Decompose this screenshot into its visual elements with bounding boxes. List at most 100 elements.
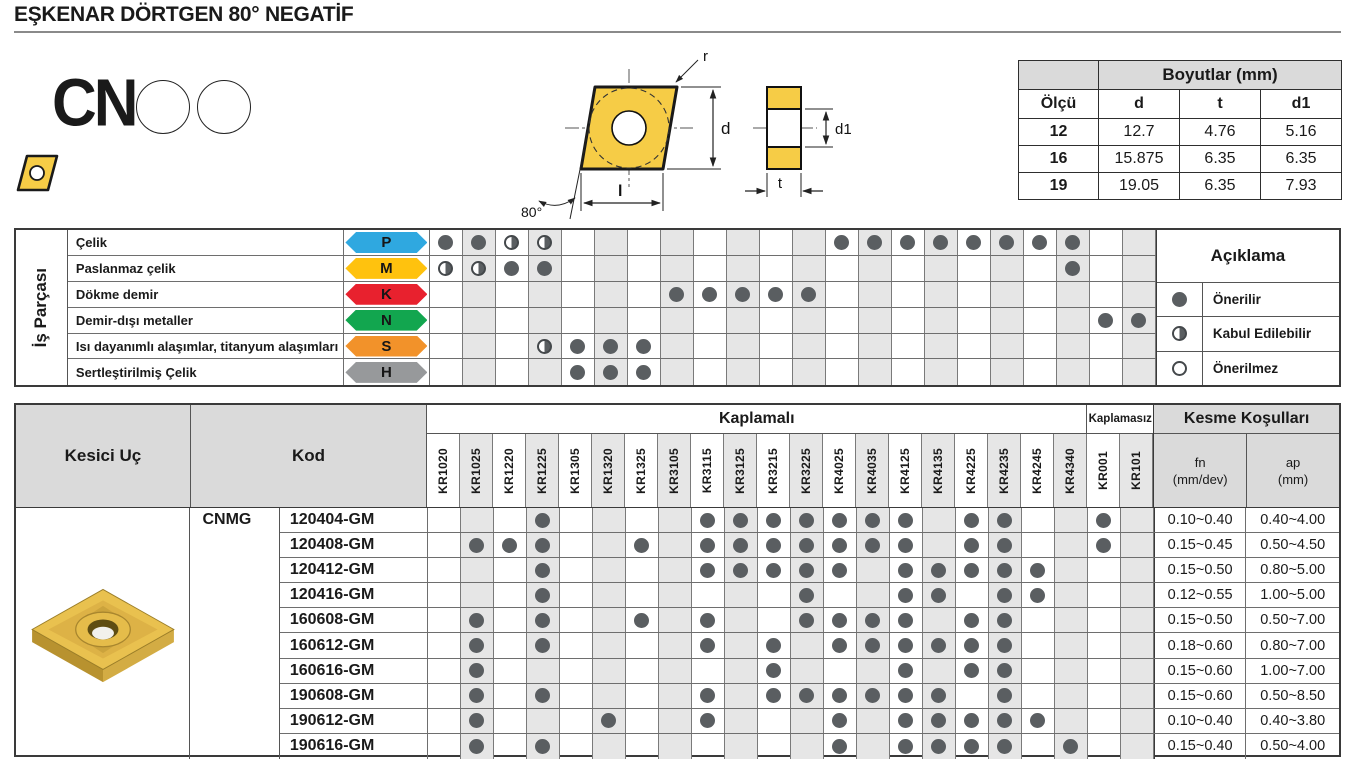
available-dot <box>997 537 1013 553</box>
grade-availability-cell <box>626 533 659 558</box>
insert-code-cell: 120404-GM <box>280 508 428 533</box>
recommended-dot <box>504 260 520 276</box>
grade-availability-cell <box>1120 608 1154 633</box>
material-suitability-table: İş Parçası Çelik P Paslanmaz çelik M Dökme d… <box>14 228 1341 387</box>
grade-availability-cell <box>658 533 692 558</box>
recommended-dot <box>702 286 718 302</box>
suitability-cell <box>694 281 727 307</box>
suitability-cell <box>462 333 496 359</box>
dimension-col-header: Ölçü <box>1018 89 1099 119</box>
dimension-value-cell: 6.35 <box>1259 145 1343 173</box>
grade-availability-cell <box>560 708 593 733</box>
grade-availability-cell <box>692 608 725 633</box>
available-dot <box>1063 738 1079 754</box>
grade-availability-cell <box>626 633 659 658</box>
suitability-cell <box>826 359 859 386</box>
grade-availability-cell <box>956 533 989 558</box>
recommended-dot <box>636 364 652 380</box>
suitability-cell <box>496 255 529 281</box>
product-row: 120404-GM 0.10~0.40 0.40~4.00 <box>279 508 1339 534</box>
size-cell: 19 <box>1018 172 1099 200</box>
available-dot <box>997 663 1013 679</box>
grade-availability-cell <box>526 683 560 708</box>
material-label: Sertleştirilmiş Çelik <box>68 359 344 386</box>
grade-column-header: KR3215 <box>757 434 791 507</box>
suitability-cell <box>958 359 991 386</box>
recommended-dot <box>1032 234 1048 250</box>
grade-label: KR001 <box>1096 451 1111 490</box>
grade-availability-cell <box>1022 708 1055 733</box>
grade-label: KR3115 <box>700 447 715 494</box>
available-dot <box>535 537 551 553</box>
suitability-cell <box>496 359 529 386</box>
grade-availability-cell <box>856 633 890 658</box>
recommended-dot <box>834 234 850 250</box>
shape-symbol-circle-1 <box>136 80 190 134</box>
insert-technical-drawing: r d l 80° d1 t <box>521 48 852 220</box>
available-dot <box>1030 587 1046 603</box>
grade-availability-cell <box>988 508 1022 533</box>
depth-column-header: ap (mm) <box>1247 434 1339 507</box>
grade-availability-cell <box>1120 658 1154 683</box>
available-dot <box>799 688 815 704</box>
grade-availability-cell <box>428 583 461 608</box>
feed-range-cell: 0.15~0.50 <box>1153 558 1247 583</box>
grade-availability-cell <box>1022 733 1055 759</box>
available-dot <box>766 688 782 704</box>
dimension-value-cell: 6.35 <box>1179 172 1261 200</box>
grade-availability-cell <box>692 533 725 558</box>
grade-availability-cell <box>790 508 824 533</box>
grade-availability-cell <box>824 708 857 733</box>
grade-availability-cell <box>526 708 560 733</box>
grade-availability-cell <box>460 733 494 759</box>
grade-availability-cell <box>890 533 923 558</box>
grade-availability-cell <box>790 533 824 558</box>
material-row: Dökme demir K <box>67 281 1156 308</box>
product-row: 160608-GM 0.15~0.50 0.50~7.00 <box>279 608 1339 634</box>
suitability-cell <box>594 255 628 281</box>
suitability-cell <box>958 333 991 359</box>
available-dot <box>997 688 1013 704</box>
available-dot <box>700 537 716 553</box>
grade-label: KR4025 <box>832 447 847 494</box>
available-dot <box>634 612 650 628</box>
grade-availability-cell <box>560 508 593 533</box>
suitability-cell <box>858 359 892 386</box>
material-label: Paslanmaz çelik <box>68 255 344 281</box>
shape-symbol-circle-2 <box>197 80 251 134</box>
grade-availability-cell <box>956 633 989 658</box>
insert-shape-icon <box>16 154 59 192</box>
grade-availability-cell <box>626 683 659 708</box>
insert-code-cell: 120412-GM <box>280 558 428 583</box>
grade-availability-cell <box>724 533 758 558</box>
grade-availability-cell <box>494 683 527 708</box>
suitability-cell <box>826 307 859 333</box>
available-dot <box>898 713 914 729</box>
available-dot <box>832 713 848 729</box>
available-dot <box>997 562 1013 578</box>
cutting-conditions-header: Kesme Koşulları <box>1154 405 1339 434</box>
grade-availability-cell <box>856 708 890 733</box>
grade-label: KR4125 <box>898 447 913 494</box>
legend-symbol-cell <box>1157 283 1203 317</box>
available-dot <box>1030 713 1046 729</box>
grade-availability-cell <box>460 533 494 558</box>
suitability-cell <box>628 281 661 307</box>
insert-code-cell: 190608-GM <box>280 683 428 708</box>
grade-availability-cell <box>1088 533 1121 558</box>
grade-availability-cell <box>692 708 725 733</box>
legend-row: Önerilir <box>1156 283 1339 318</box>
grade-column-header: KR1225 <box>526 434 560 507</box>
available-dot <box>997 638 1013 654</box>
recommended-dot <box>537 260 553 276</box>
product-row: 120408-GM 0.15~0.45 0.50~4.50 <box>279 533 1339 559</box>
available-dot <box>766 663 782 679</box>
page-title: EŞKENAR DÖRTGEN 80° NEGATİF <box>14 3 354 26</box>
grade-availability-cell <box>724 658 758 683</box>
grade-availability-cell <box>1054 633 1088 658</box>
suitability-cell <box>958 255 991 281</box>
dimension-col-header: t <box>1179 89 1261 119</box>
grade-availability-cell <box>460 658 494 683</box>
grade-availability-cell <box>460 558 494 583</box>
grade-availability-cell <box>922 608 956 633</box>
